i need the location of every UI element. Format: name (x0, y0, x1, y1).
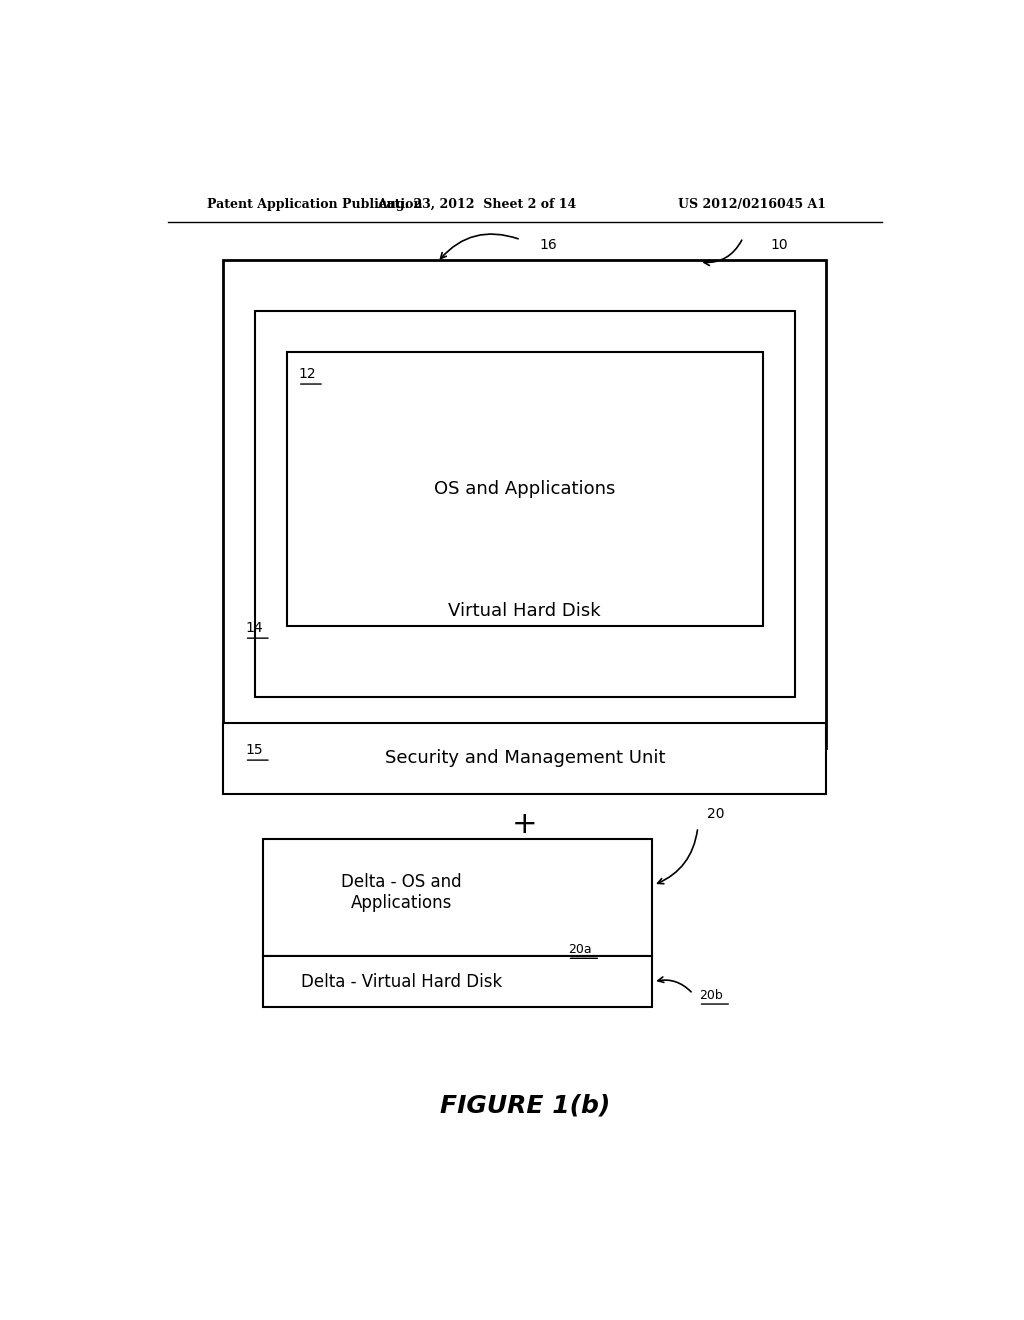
Text: Virtual Hard Disk: Virtual Hard Disk (449, 602, 601, 619)
FancyBboxPatch shape (223, 722, 826, 793)
FancyBboxPatch shape (263, 956, 652, 1007)
Text: 14: 14 (246, 620, 263, 635)
Text: Delta - Virtual Hard Disk: Delta - Virtual Hard Disk (301, 973, 503, 991)
Text: OS and Applications: OS and Applications (434, 479, 615, 498)
Text: 10: 10 (770, 238, 787, 252)
Text: 20a: 20a (568, 942, 592, 956)
Text: 12: 12 (299, 367, 316, 380)
Text: 20: 20 (707, 807, 724, 821)
Text: US 2012/0216045 A1: US 2012/0216045 A1 (678, 198, 826, 211)
Text: Aug. 23, 2012  Sheet 2 of 14: Aug. 23, 2012 Sheet 2 of 14 (378, 198, 577, 211)
Text: 20b: 20b (699, 989, 723, 1002)
Text: 16: 16 (540, 238, 557, 252)
Text: Security and Management Unit: Security and Management Unit (385, 748, 665, 767)
Text: Delta - OS and
Applications: Delta - OS and Applications (341, 873, 462, 912)
Text: +: + (512, 809, 538, 838)
FancyBboxPatch shape (287, 351, 763, 626)
FancyBboxPatch shape (263, 840, 652, 956)
Text: Patent Application Publication: Patent Application Publication (207, 198, 423, 211)
FancyBboxPatch shape (223, 260, 826, 748)
Text: FIGURE 1(b): FIGURE 1(b) (439, 1094, 610, 1118)
FancyBboxPatch shape (255, 312, 795, 697)
Text: 15: 15 (246, 743, 263, 756)
